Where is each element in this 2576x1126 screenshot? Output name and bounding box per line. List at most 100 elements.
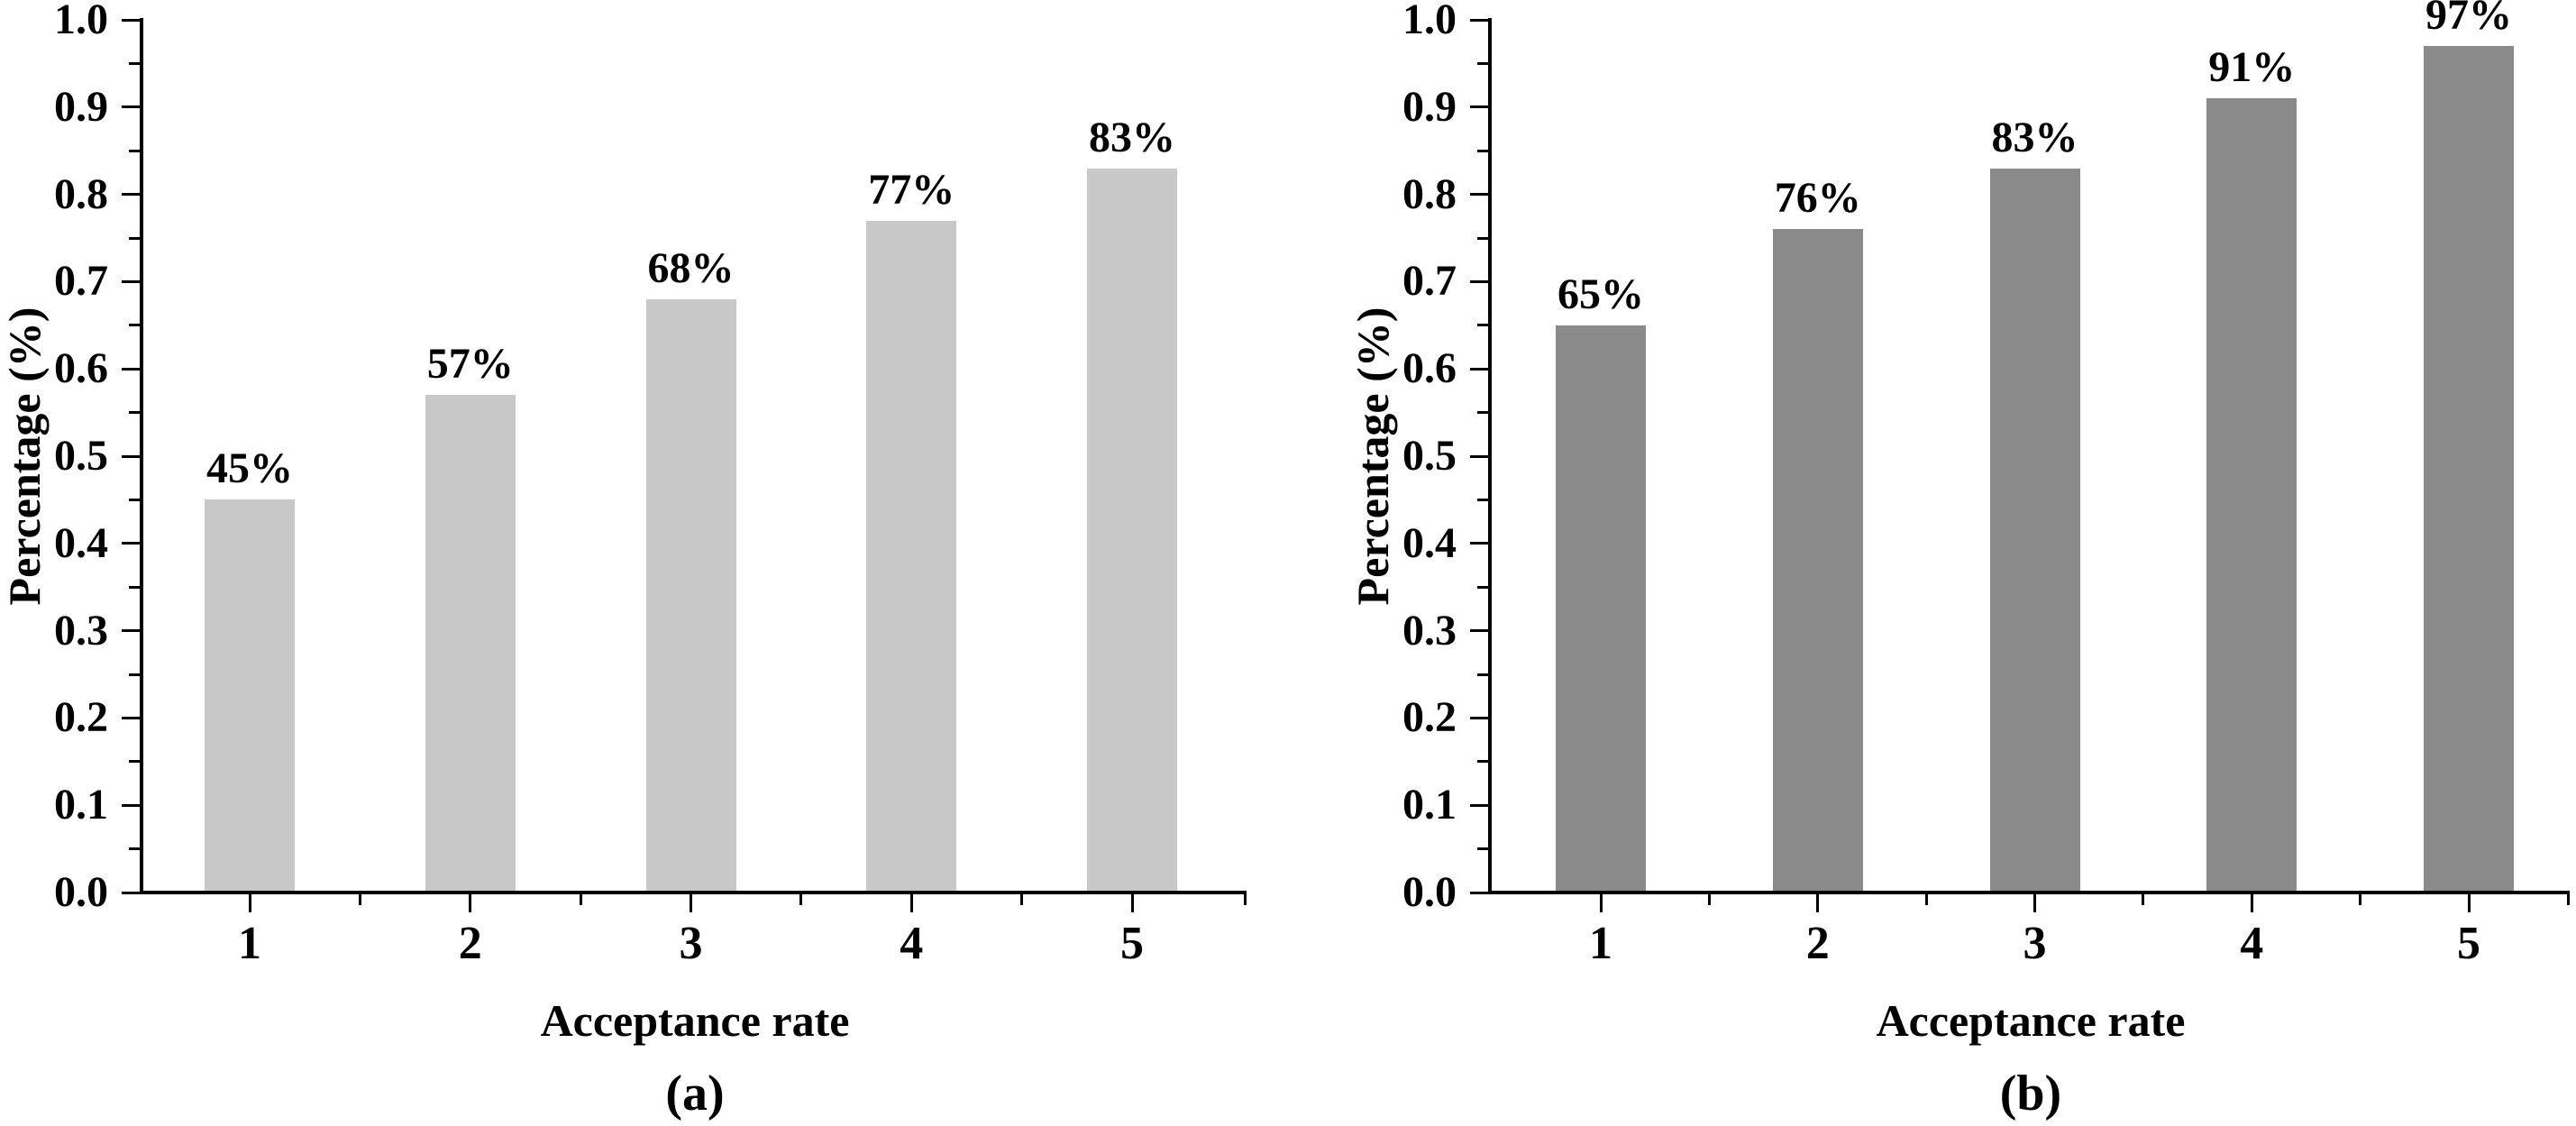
y-axis-spine (1488, 18, 1492, 894)
y-minor-tick (129, 149, 140, 152)
y-tick-label: 0.0 (54, 868, 108, 916)
y-minor-tick (129, 498, 140, 501)
bar (1772, 229, 1863, 893)
y-minor-tick (129, 61, 140, 65)
x-axis-title: Acceptance rate (1876, 995, 2186, 1046)
y-axis-title: Percentage (%) (1347, 307, 1398, 606)
bar (205, 499, 295, 893)
y-minor-tick (1477, 61, 1488, 65)
y-minor-tick (1477, 673, 1488, 676)
y-tick-label: 0.9 (1402, 82, 1457, 131)
y-minor-tick (1477, 236, 1488, 240)
x-minor-tick (799, 894, 803, 905)
y-major-tick (1470, 367, 1488, 371)
x-minor-tick (1924, 894, 1928, 905)
x-axis-line (1488, 891, 2570, 894)
bar-value-label: 91% (2208, 43, 2296, 92)
y-major-tick (122, 629, 140, 633)
y-major-tick (122, 105, 140, 109)
y-tick-label: 0.7 (1402, 257, 1457, 306)
y-major-tick (1470, 891, 1488, 894)
y-tick-label: 0.0 (1402, 868, 1457, 916)
x-minor-tick (2142, 894, 2145, 905)
y-major-tick (122, 367, 140, 371)
y-minor-tick (1477, 498, 1488, 501)
y-tick-label: 0.8 (54, 169, 108, 218)
x-category-label: 2 (458, 918, 482, 969)
y-tick-label: 0.5 (1402, 432, 1457, 480)
y-minor-tick (1477, 324, 1488, 327)
x-minor-tick (358, 894, 361, 905)
bar (1556, 325, 1646, 893)
y-major-tick (1470, 454, 1488, 458)
x-axis-line (140, 891, 1247, 894)
y-minor-tick (129, 673, 140, 676)
y-minor-tick (1477, 411, 1488, 415)
y-major-tick (1470, 279, 1488, 283)
y-minor-tick (129, 847, 140, 851)
y-major-tick (122, 279, 140, 283)
x-major-tick (909, 894, 913, 912)
x-category-label: 3 (679, 918, 703, 969)
x-major-tick (1599, 894, 1603, 912)
y-minor-tick (129, 760, 140, 764)
y-major-tick (122, 542, 140, 545)
bar-value-label: 45% (206, 444, 293, 493)
y-minor-tick (129, 236, 140, 240)
panel-letter: (b) (1999, 1066, 2062, 1121)
x-category-label: 2 (1805, 918, 1830, 969)
bar (2206, 98, 2297, 893)
x-category-label: 3 (2023, 918, 2047, 969)
panel-letter: (a) (665, 1066, 725, 1121)
y-major-tick (122, 193, 140, 197)
bar (2424, 46, 2514, 893)
y-minor-tick (1477, 585, 1488, 589)
y-major-tick (1470, 716, 1488, 719)
bar (425, 395, 516, 893)
x-major-tick (2250, 894, 2253, 912)
y-minor-tick (129, 324, 140, 327)
x-major-tick (690, 894, 692, 912)
x-category-label: 1 (1589, 918, 1612, 969)
y-major-tick (1470, 629, 1488, 633)
x-minor-tick (1707, 894, 1711, 905)
x-minor-tick (1244, 894, 1247, 905)
x-category-label: 4 (900, 918, 924, 969)
bar-value-label: 83% (1991, 113, 2078, 161)
bar-value-label: 77% (868, 165, 955, 214)
y-minor-tick (1477, 760, 1488, 764)
x-minor-tick (2359, 894, 2362, 905)
bar (645, 298, 736, 893)
x-major-tick (248, 894, 251, 912)
y-major-tick (1470, 193, 1488, 197)
y-tick-label: 0.3 (54, 606, 108, 655)
y-tick-label: 1.0 (54, 0, 108, 43)
y-minor-tick (129, 585, 140, 589)
x-major-tick (1816, 894, 1820, 912)
y-tick-label: 0.2 (1402, 693, 1457, 742)
x-major-tick (1130, 894, 1134, 912)
bar-value-label: 76% (1774, 174, 1861, 223)
y-minor-tick (1477, 149, 1488, 152)
x-major-tick (2033, 894, 2036, 912)
y-tick-label: 0.5 (54, 432, 108, 480)
y-major-tick (122, 803, 140, 807)
y-tick-label: 1.0 (1402, 0, 1457, 43)
x-category-label: 5 (2457, 918, 2480, 969)
y-major-tick (122, 18, 140, 22)
x-axis-title: Acceptance rate (540, 995, 850, 1046)
y-axis-title: Percentage (%) (0, 307, 50, 606)
y-tick-label: 0.7 (54, 257, 108, 306)
x-category-label: 5 (1120, 918, 1144, 969)
bar (1087, 168, 1177, 893)
bar-value-label: 65% (1557, 270, 1644, 318)
bar (1989, 168, 2080, 893)
y-tick-label: 0.4 (1402, 518, 1457, 567)
bar (866, 220, 957, 893)
y-axis-spine (140, 18, 143, 894)
y-major-tick (122, 454, 140, 458)
y-tick-label: 0.2 (54, 693, 108, 742)
x-major-tick (2467, 894, 2471, 912)
y-tick-label: 0.1 (1402, 781, 1457, 829)
bar-value-label: 83% (1089, 113, 1175, 161)
